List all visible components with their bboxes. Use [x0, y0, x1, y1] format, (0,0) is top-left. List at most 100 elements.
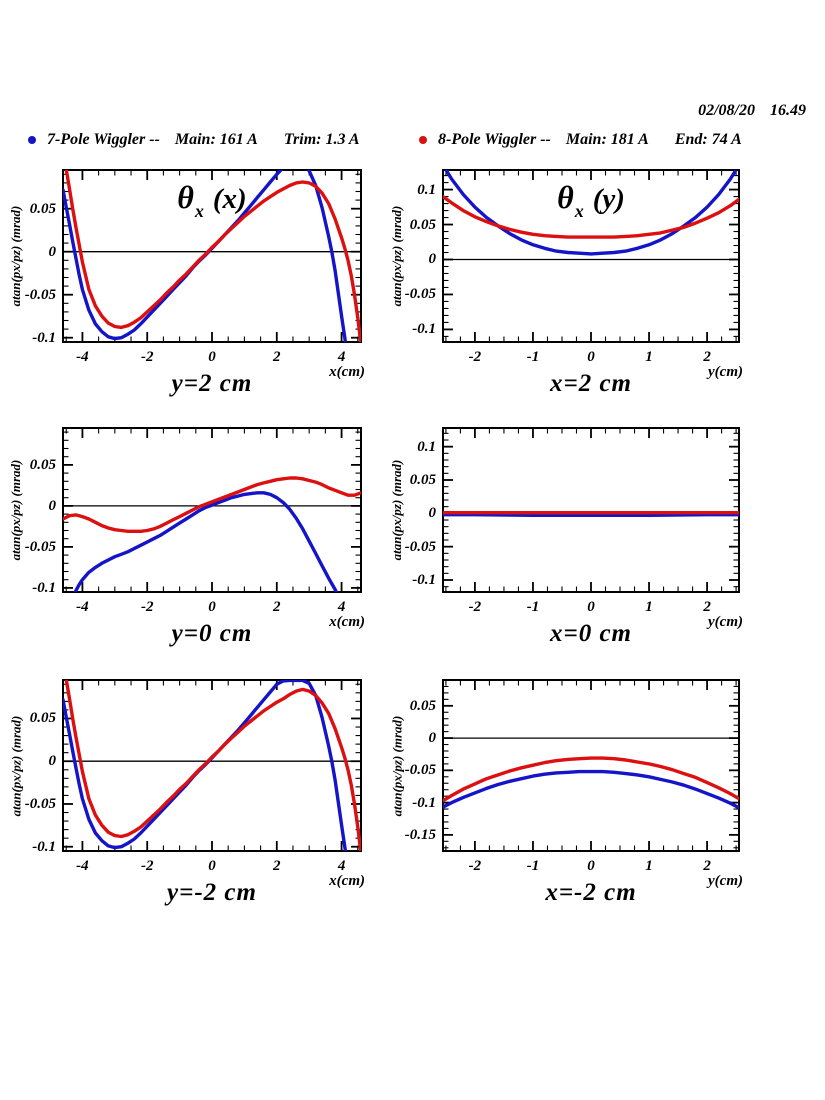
x-tick-label: -4 [76, 349, 89, 365]
plot-canvas-p5 [62, 679, 362, 852]
x-tick-label: -4 [76, 599, 89, 615]
plot-frame [62, 679, 362, 852]
x-tick-label: -2 [468, 599, 482, 615]
x-tick-label: 0 [208, 858, 216, 874]
x-axis-unit-label: x(cm) [329, 364, 365, 380]
x-tick-label: 2 [703, 858, 711, 874]
y-tick-label: 0.05 [29, 456, 56, 473]
x-tick-label: -2 [468, 349, 482, 365]
x-axis-unit-label: y(cm) [708, 614, 743, 630]
y-tick-label: 0.05 [409, 697, 436, 714]
tick-marks [63, 680, 361, 851]
y-tick-label: -0.15 [404, 826, 436, 843]
legend-label-part: Main: 181 A [565, 131, 649, 148]
x-tick-label: 2 [703, 349, 711, 365]
theta-subscript: x [574, 201, 584, 221]
x-tick-label: 1 [645, 858, 653, 874]
x-tick-label: 4 [337, 349, 346, 365]
time-text: 16.49 [770, 102, 806, 119]
y-tick-label: -0.05 [404, 762, 436, 779]
x-axis-unit-label: y(cm) [708, 364, 743, 380]
y-tick-label: 0.05 [29, 710, 56, 727]
8-pole-wiggler-marker-icon [419, 136, 427, 144]
legend-label-part: 7-Pole Wiggler -- [47, 131, 160, 148]
tick-marks [443, 170, 739, 342]
plot-canvas-p2 [442, 169, 740, 343]
x-tick-label: -1 [526, 349, 540, 365]
x-tick-label: 2 [273, 858, 281, 874]
y-tick-label: 0 [428, 730, 437, 747]
x-tick-label: 0 [587, 858, 595, 874]
plot-frame [442, 679, 740, 852]
panel-caption-p3: y=0 cm [171, 620, 253, 647]
plot-frame [62, 427, 362, 593]
x-tick-label: 2 [273, 599, 281, 615]
in-plot-title-p1: θx (x) [63, 180, 361, 221]
legend-label-part: 8-Pole Wiggler -- [438, 131, 551, 148]
y-tick-label: -0.05 [24, 286, 56, 303]
y-axis-label: atan(px/pz) (mrad) [8, 205, 23, 307]
curve-8-pole [64, 170, 361, 342]
y-tick-label: -0.1 [412, 794, 436, 811]
x-tick-label: -2 [140, 599, 154, 615]
tick-marks [443, 428, 739, 592]
curve-8-pole [443, 194, 739, 239]
theta-symbol: θ [557, 179, 574, 215]
x-tick-label: -1 [526, 599, 540, 615]
x-tick-label: -2 [468, 858, 482, 874]
plot-canvas-p3 [62, 427, 362, 593]
legend-label-part: Main: 161 A [174, 131, 258, 148]
x-tick-label: 1 [645, 599, 653, 615]
y-tick-label: 0 [428, 251, 437, 268]
tick-marks [443, 679, 739, 851]
legend-item-8-pole-wiggler: 8-Pole Wiggler -- Main: 181 A End: 74 A [419, 131, 742, 149]
x-tick-label: 1 [645, 349, 653, 365]
y-tick-label: -0.05 [404, 286, 436, 303]
y-axis-label: atan(px/pz) (mrad) [8, 459, 23, 561]
timestamp: 02/08/20 16.49 [698, 102, 806, 120]
y-tick-label: 0.1 [417, 438, 436, 455]
x-tick-label: -4 [76, 858, 89, 874]
y-tick-label: -0.05 [24, 795, 56, 812]
y-tick-label: 0 [48, 243, 57, 260]
curve-8-pole [64, 680, 361, 851]
x-axis-unit-label: x(cm) [329, 614, 365, 630]
in-plot-title-p2: θx (y) [443, 180, 739, 221]
y-tick-label: -0.1 [412, 321, 436, 338]
legend-label-part: Trim: 1.3 A [283, 131, 360, 148]
theta-subscript: x [194, 201, 204, 221]
y-tick-label: 0 [48, 753, 57, 770]
y-tick-label: -0.1 [412, 572, 436, 588]
curve-7-pole [63, 680, 348, 851]
curve-8-pole [443, 756, 739, 803]
y-tick-label: -0.1 [32, 579, 56, 596]
x-tick-label: 4 [337, 599, 346, 615]
curve-7-pole [73, 491, 339, 592]
y-tick-label: -0.05 [404, 538, 436, 555]
y-tick-label: 0.05 [409, 472, 436, 488]
theta-symbol: θ [177, 179, 194, 215]
curve-7-pole [443, 769, 739, 810]
x-axis-unit-label: x(cm) [329, 873, 365, 889]
plot-canvas-p6 [442, 679, 740, 852]
panel-caption-p5: y=-2 cm [167, 879, 257, 906]
y-tick-label: 0.1 [417, 181, 436, 198]
y-tick-label: 0.05 [409, 216, 436, 233]
x-tick-label: -2 [140, 349, 154, 365]
y-axis-label: atan(px/pz) (mrad) [8, 715, 23, 816]
theta-argument: (x) [212, 183, 247, 215]
plot-canvas-p4 [442, 427, 740, 593]
curve-7-pole [444, 170, 738, 256]
curve-7-pole [443, 513, 739, 517]
x-tick-label: -2 [140, 858, 154, 874]
x-tick-label: -1 [526, 858, 540, 874]
y-axis-label: atan(px/pz) (mrad) [389, 459, 404, 561]
panel-caption-p4: x=0 cm [549, 620, 633, 647]
legend-item-7-pole-wiggler: 7-Pole Wiggler -- Main: 161 A Trim: 1.3 A [28, 131, 360, 149]
panel-caption-p1: y=2 cm [171, 370, 253, 397]
x-tick-label: 0 [587, 599, 595, 615]
y-tick-label: -0.1 [32, 329, 56, 346]
x-tick-label: 2 [703, 599, 711, 615]
7-pole-wiggler-marker-icon [28, 136, 36, 144]
